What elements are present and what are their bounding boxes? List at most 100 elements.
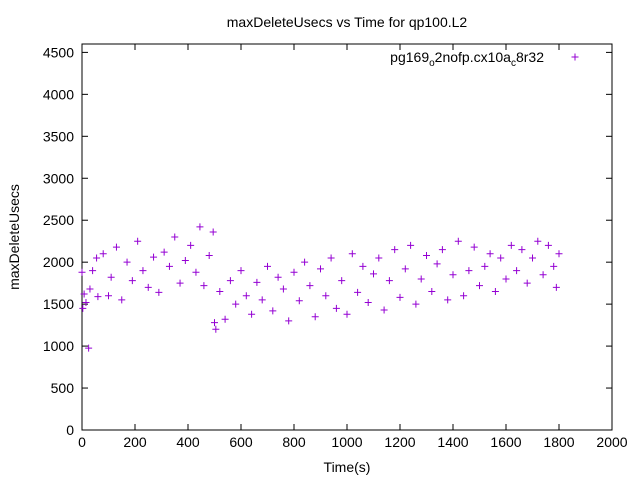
data-point [118, 296, 126, 304]
data-point [476, 282, 483, 290]
y-axis-label: maxDeleteUsecs [6, 184, 22, 290]
data-point [221, 315, 229, 323]
x-tick-label: 800 [282, 434, 306, 450]
data-point [544, 241, 552, 249]
legend-label-part: pg169 [390, 49, 429, 65]
data-point [269, 307, 277, 315]
legend: pg169o2nofp.cx10ac8r32 [390, 49, 579, 69]
x-tick-label: 1600 [490, 434, 521, 450]
x-tick-label: 1400 [437, 434, 468, 450]
data-point [481, 262, 489, 270]
data-point [370, 270, 377, 278]
legend-label-part: 8r32 [516, 49, 544, 65]
data-point [497, 254, 505, 262]
data-point [78, 268, 86, 276]
data-point [112, 243, 120, 251]
data-point [248, 310, 256, 318]
data-point [449, 271, 457, 279]
data-point [454, 237, 462, 245]
y-tick-label: 2000 [43, 254, 74, 270]
x-tick-label: 1200 [384, 434, 415, 450]
data-point [211, 319, 218, 327]
data-point [380, 306, 388, 314]
legend-label: pg169o2nofp.cx10ac8r32 [390, 49, 544, 69]
data-point [433, 260, 441, 268]
data-point [502, 275, 510, 283]
data-point [338, 277, 346, 285]
x-tick-label: 600 [229, 434, 253, 450]
data-point [165, 262, 173, 270]
data-point [438, 246, 446, 254]
data-point [279, 285, 287, 293]
data-point [216, 288, 224, 296]
data-point [470, 243, 478, 251]
data-point [85, 344, 93, 352]
data-point [123, 258, 131, 266]
legend-label-subscript: o [429, 58, 435, 69]
data-point [523, 279, 531, 287]
data-point [105, 292, 112, 300]
data-point [295, 297, 303, 305]
data-point [226, 277, 234, 285]
data-point [86, 285, 94, 293]
data-point [144, 283, 152, 291]
data-point [301, 258, 309, 266]
data-point [417, 275, 425, 283]
data-point [332, 304, 340, 312]
data-point [359, 262, 367, 270]
legend-marker-plus [571, 53, 579, 61]
legend-label-part: 2nofp.cx10a [435, 49, 511, 65]
data-point [82, 298, 90, 306]
y-tick-label: 4000 [43, 86, 74, 102]
data-point [80, 290, 88, 298]
data-point [552, 283, 560, 291]
data-point [242, 292, 250, 300]
data-point [529, 254, 536, 262]
y-tick-label: 2500 [43, 212, 74, 228]
data-point [348, 250, 356, 258]
data-point [290, 268, 298, 276]
data-point [181, 256, 189, 264]
data-point [196, 223, 204, 231]
x-tick-label: 2000 [596, 434, 627, 450]
data-point [534, 237, 542, 245]
y-tick-label: 3500 [43, 128, 74, 144]
data-point [385, 277, 393, 285]
y-tick-label: 0 [66, 422, 74, 438]
data-point [160, 248, 168, 256]
chart-title: maxDeleteUsecs vs Time for qp100.L2 [227, 14, 468, 30]
data-point [491, 288, 499, 296]
x-tick-label: 400 [176, 434, 200, 450]
data-point [401, 265, 409, 273]
data-point [555, 250, 563, 258]
data-point [89, 267, 97, 275]
data-point [412, 300, 420, 308]
data-point [311, 313, 319, 321]
data-point [486, 250, 494, 258]
data-point [518, 246, 526, 254]
data-point [364, 298, 372, 306]
data-point [176, 279, 184, 287]
data-point [322, 292, 330, 300]
x-tick-label: 1800 [543, 434, 574, 450]
data-point [253, 278, 261, 286]
data-point [94, 293, 102, 301]
y-tick-label: 500 [51, 380, 75, 396]
data-point [513, 267, 521, 275]
x-tick-label: 1000 [331, 434, 362, 450]
data-point [139, 267, 147, 275]
data-point [354, 288, 362, 296]
data-point [539, 271, 547, 279]
data-point [343, 310, 351, 318]
data-point [274, 273, 282, 281]
data-point [550, 262, 558, 270]
data-point [209, 228, 217, 236]
data-point [317, 265, 324, 273]
data-point [150, 253, 158, 261]
data-points [78, 223, 563, 352]
legend-marker [571, 53, 579, 61]
data-point [99, 250, 107, 258]
axis-ticks: 0 200 400 600 800 1000 1200 1400 1600 1800 2000 0 50… [43, 44, 628, 450]
y-tick-label: 3000 [43, 170, 74, 186]
